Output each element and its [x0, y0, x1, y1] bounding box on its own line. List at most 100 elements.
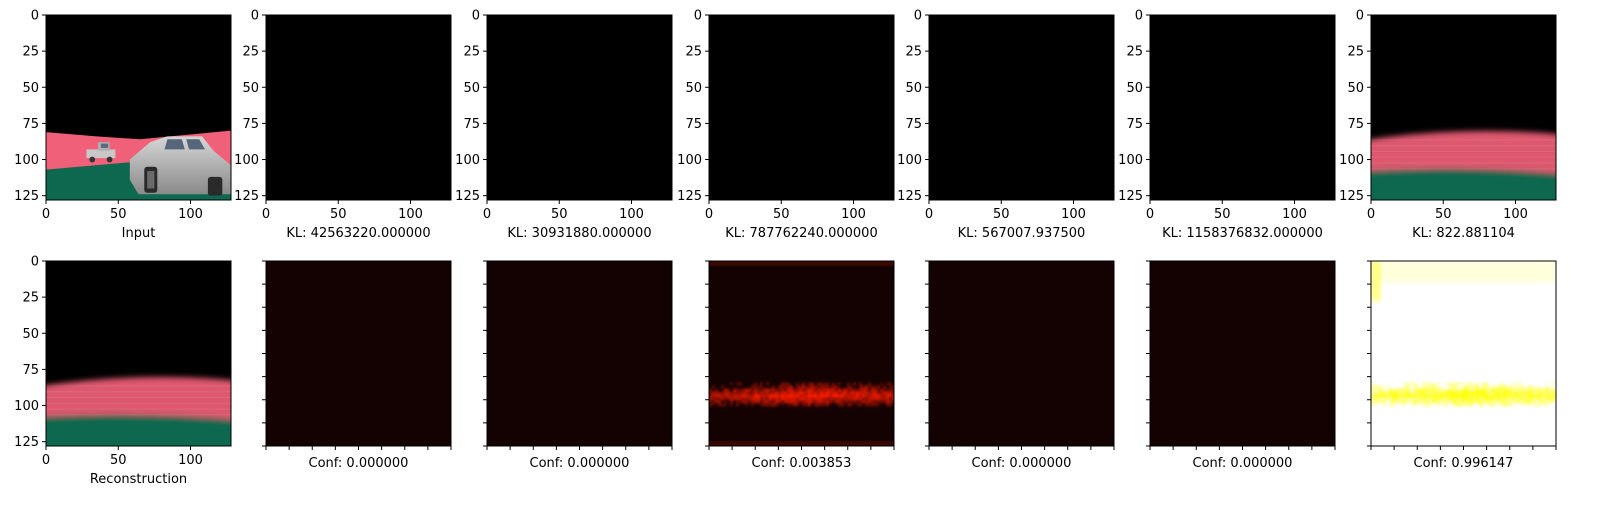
heat-background [709, 261, 894, 446]
y-tick-label: 0 [694, 9, 702, 24]
heat-background [266, 261, 451, 446]
x-tick-label: 50 [1435, 207, 1452, 222]
panel-caption: Conf: 0.000000 [530, 456, 630, 471]
panel-frame [928, 14, 1115, 201]
panel-caption: Reconstruction [90, 472, 187, 487]
panel-caption: KL: 822.881104 [1412, 226, 1515, 241]
blur-stripe [46, 391, 231, 393]
panel-0-1: 0 50 100 0 25 50 75 100 125 KL: 42563220.000000 [234, 9, 452, 241]
y-tick-label: 100 [1118, 153, 1143, 168]
y-tick-label: 50 [242, 81, 259, 96]
panel-1-6: Conf: 0.996147 [1367, 260, 1557, 471]
y-tick-label: 75 [1347, 117, 1364, 132]
x-tick-label: 50 [773, 207, 790, 222]
x-tick-label: 100 [619, 207, 644, 222]
panel-0-5: 0 50 100 0 25 50 75 100 125 KL: 1158376832.000000 [1118, 9, 1336, 241]
y-tick-label: 50 [685, 81, 702, 96]
blur-stripe [1371, 168, 1556, 170]
y-tick-label: 125 [455, 189, 480, 204]
y-tick-label: 50 [1347, 81, 1364, 96]
y-tick-label: 50 [22, 327, 39, 342]
heat-top-glow [1371, 261, 1556, 283]
y-tick-label: 100 [14, 399, 39, 414]
y-tick-label: 0 [31, 9, 39, 24]
panel-caption: KL: 30931880.000000 [507, 226, 651, 241]
heat-top-edge [709, 261, 894, 266]
y-tick-label: 125 [14, 435, 39, 450]
y-tick-label: 0 [251, 9, 259, 24]
y-tick-label: 125 [677, 189, 702, 204]
y-tick-label: 75 [1126, 117, 1143, 132]
heat-activation-band [1371, 382, 1556, 407]
x-tick-label: 0 [42, 453, 50, 468]
panel-0-4: 0 50 100 0 25 50 75 100 125 KL: 567007.937500 [897, 9, 1115, 241]
panel-caption: Conf: 0.000000 [309, 456, 409, 471]
panel-caption: KL: 1158376832.000000 [1162, 226, 1323, 241]
panel-1-0: 0 50 100 0 25 50 75 100 125 Reconstruction [14, 255, 232, 487]
black-image [709, 15, 894, 200]
panel-caption: Conf: 0.000000 [1193, 456, 1293, 471]
x-tick-label: 100 [1061, 207, 1086, 222]
panel-caption: Input [122, 226, 156, 241]
y-tick-label: 125 [234, 189, 259, 204]
x-tick-label: 50 [110, 207, 127, 222]
y-tick-label: 50 [22, 81, 39, 96]
horizon-band [1371, 131, 1556, 174]
y-tick-label: 0 [472, 9, 480, 24]
panel-0-0: 0 50 100 0 25 50 75 100 125 Input [14, 9, 232, 241]
blur-stripe [1371, 156, 1556, 158]
y-tick-label: 25 [463, 45, 480, 60]
heat-background [929, 261, 1114, 446]
y-tick-label: 0 [914, 9, 922, 24]
heat-background [1371, 261, 1556, 446]
panel-frame [486, 14, 673, 201]
black-image [487, 15, 672, 200]
x-tick-label: 0 [705, 207, 713, 222]
y-tick-label: 50 [905, 81, 922, 96]
panel-caption: Conf: 0.003853 [752, 456, 852, 471]
y-tick-label: 75 [685, 117, 702, 132]
blur-stripe [1371, 139, 1556, 141]
panel-1-4: Conf: 0.000000 [925, 260, 1115, 471]
y-tick-label: 50 [1126, 81, 1143, 96]
y-tick-label: 125 [1339, 189, 1364, 204]
panel-caption: Conf: 0.000000 [972, 456, 1072, 471]
panel-frame [1149, 14, 1336, 201]
y-tick-label: 100 [1339, 153, 1364, 168]
blur-stripe [46, 408, 231, 410]
panel-frame [45, 14, 232, 201]
x-tick-label: 50 [330, 207, 347, 222]
y-tick-label: 75 [22, 117, 39, 132]
panel-1-3: Conf: 0.003853 [705, 260, 895, 471]
y-tick-label: 125 [14, 189, 39, 204]
blur-stripe [1371, 162, 1556, 164]
heat-background [487, 261, 672, 446]
y-tick-label: 25 [1347, 45, 1364, 60]
panel-0-6: 0 50 100 0 25 50 75 100 125 KL: 822.881104 [1339, 9, 1557, 241]
x-tick-label: 50 [110, 453, 127, 468]
nearby-car [129, 136, 231, 196]
panel-frame [708, 14, 895, 201]
y-tick-label: 75 [905, 117, 922, 132]
panel-frame [265, 14, 452, 201]
x-tick-label: 0 [1146, 207, 1154, 222]
y-tick-label: 75 [242, 117, 259, 132]
x-tick-label: 100 [1503, 207, 1528, 222]
panel-frame [45, 260, 232, 447]
panel-caption: Conf: 0.996147 [1414, 456, 1514, 471]
black-image [929, 15, 1114, 200]
heat-bottom-edge [709, 441, 894, 446]
y-tick-label: 0 [31, 255, 39, 270]
y-tick-label: 25 [242, 45, 259, 60]
y-tick-label: 100 [234, 153, 259, 168]
x-tick-label: 50 [1214, 207, 1231, 222]
blur-stripe [1371, 150, 1556, 153]
road-region [46, 414, 231, 446]
y-tick-label: 125 [1118, 189, 1143, 204]
x-tick-label: 0 [42, 207, 50, 222]
road-region [1371, 168, 1556, 200]
y-tick-label: 75 [22, 363, 39, 378]
panel-caption: KL: 42563220.000000 [286, 226, 430, 241]
heat-corner-glow [1371, 261, 1381, 301]
y-tick-label: 25 [905, 45, 922, 60]
